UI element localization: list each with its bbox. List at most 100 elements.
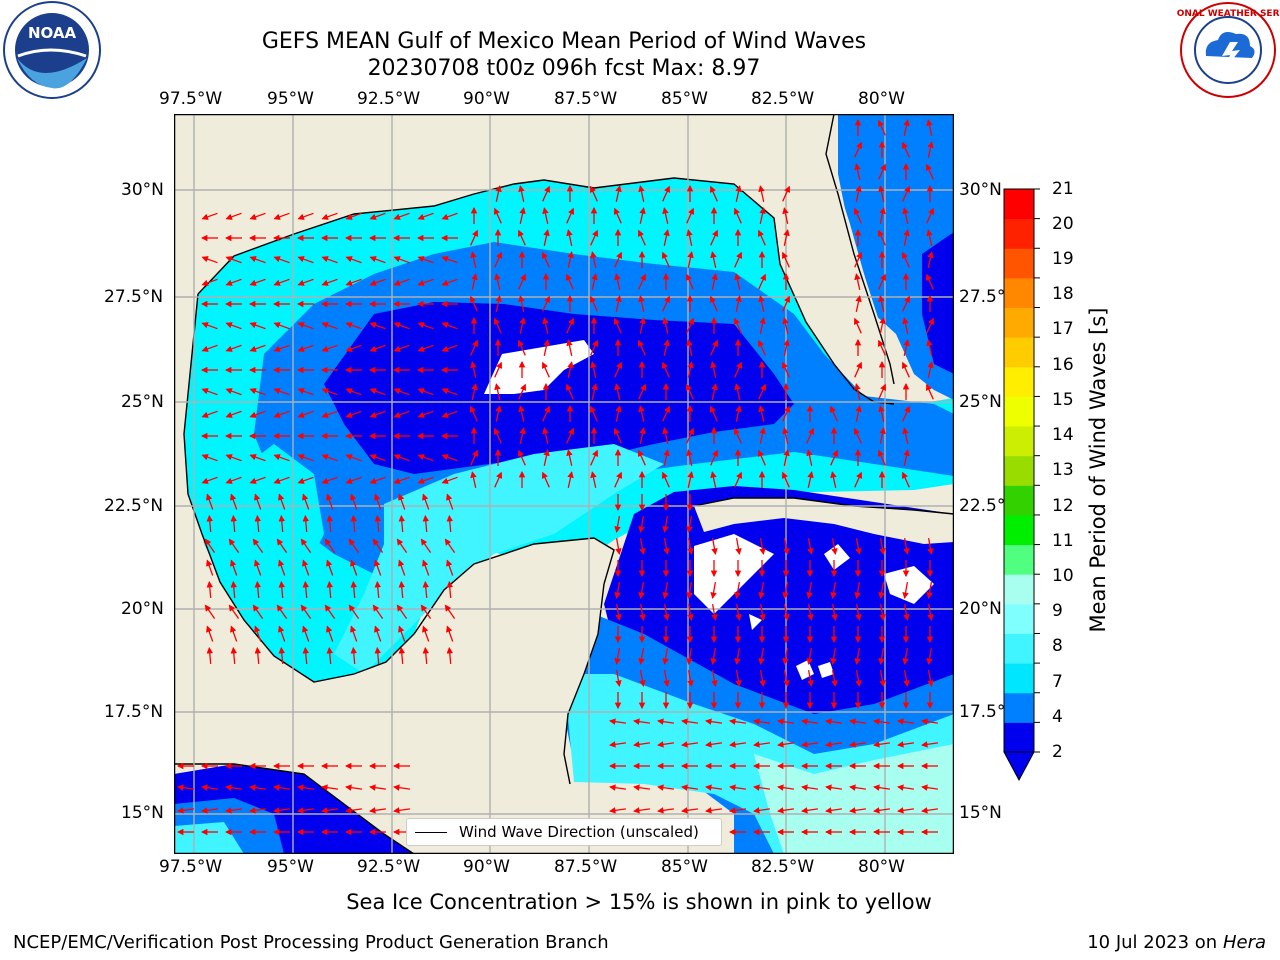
wind-wave-arrow bbox=[734, 647, 741, 665]
wind-wave-arrow bbox=[276, 604, 288, 619]
lon-label-bottom: 92.5°W bbox=[357, 857, 421, 877]
wind-wave-arrow bbox=[417, 388, 434, 396]
wind-wave-arrow bbox=[441, 410, 458, 418]
wind-wave-arrow bbox=[807, 537, 814, 555]
wind-wave-arrow bbox=[711, 537, 718, 555]
wind-wave-arrow bbox=[613, 427, 622, 444]
wind-wave-arrow bbox=[661, 251, 670, 268]
wind-wave-arrow bbox=[854, 581, 861, 599]
map-frame bbox=[174, 114, 954, 854]
wind-wave-arrow bbox=[927, 669, 934, 687]
wind-wave-arrow bbox=[518, 383, 527, 400]
wind-wave-arrow bbox=[903, 339, 910, 356]
wind-wave-arrow bbox=[302, 559, 310, 576]
wind-wave-arrow bbox=[681, 741, 698, 748]
wind-wave-arrow bbox=[469, 295, 478, 312]
wind-wave-arrow bbox=[321, 476, 338, 484]
wind-wave-arrow bbox=[321, 344, 338, 352]
wind-wave-arrow bbox=[470, 251, 477, 268]
wind-wave-arrow bbox=[177, 784, 194, 791]
wind-wave-arrow bbox=[369, 256, 386, 264]
wind-wave-arrow bbox=[609, 741, 626, 748]
wind-wave-arrow bbox=[300, 604, 312, 619]
wind-wave-arrow bbox=[225, 388, 242, 396]
wind-wave-arrow bbox=[249, 278, 266, 286]
wind-wave-arrow bbox=[441, 344, 458, 352]
wind-wave-arrow bbox=[753, 807, 770, 814]
wind-wave-arrow bbox=[783, 229, 790, 246]
wind-wave-arrow bbox=[345, 410, 362, 418]
wind-wave-arrow bbox=[518, 185, 525, 202]
wind-wave-arrow bbox=[590, 361, 597, 378]
wind-wave-arrow bbox=[638, 185, 645, 202]
wind-wave-arrow bbox=[710, 251, 717, 268]
wind-wave-arrow bbox=[493, 427, 502, 444]
wind-wave-arrow bbox=[801, 741, 818, 748]
wind-wave-arrow bbox=[321, 256, 338, 264]
wind-wave-arrow bbox=[613, 317, 622, 334]
wind-wave-arrow bbox=[686, 647, 693, 665]
wind-wave-arrow bbox=[902, 185, 911, 202]
wind-wave-arrow bbox=[420, 538, 432, 553]
wind-wave-arrow bbox=[729, 784, 746, 791]
wind-wave-arrow bbox=[662, 405, 671, 422]
wind-wave-arrow bbox=[372, 538, 384, 553]
wind-wave-arrow bbox=[302, 580, 310, 599]
wind-wave-arrow bbox=[297, 807, 314, 814]
wind-wave-arrow bbox=[249, 410, 266, 418]
wind-wave-arrow bbox=[273, 212, 290, 220]
wind-wave-arrow bbox=[369, 322, 386, 330]
wind-wave-arrow bbox=[446, 559, 454, 576]
wind-wave-arrow bbox=[639, 669, 646, 687]
wind-wave-arrow bbox=[225, 278, 242, 286]
wind-wave-arrow bbox=[566, 427, 575, 444]
wind-wave-arrow bbox=[230, 646, 238, 665]
colorbar-block bbox=[1004, 277, 1034, 309]
wind-wave-arrow bbox=[302, 493, 310, 510]
wind-wave-arrow bbox=[350, 625, 358, 642]
wind-wave-arrow bbox=[345, 784, 362, 791]
wind-wave-arrow bbox=[921, 807, 938, 814]
colorbar-block bbox=[1004, 603, 1034, 634]
wind-wave-arrow bbox=[590, 449, 599, 466]
wind-wave-arrow bbox=[230, 514, 238, 533]
lon-label-top: 85°W bbox=[661, 89, 708, 109]
wind-wave-arrow bbox=[783, 339, 790, 356]
colorbar-block bbox=[1004, 426, 1034, 457]
wind-wave-arrow bbox=[685, 273, 694, 290]
wind-wave-arrow bbox=[830, 647, 837, 665]
wind-wave-arrow bbox=[801, 784, 818, 791]
wind-wave-arrow bbox=[897, 718, 914, 725]
chart-title: GEFS MEAN Gulf of Mexico Mean Period of … bbox=[261, 29, 867, 54]
wind-wave-arrow bbox=[372, 604, 384, 619]
wind-wave-arrow bbox=[639, 317, 646, 334]
wind-wave-arrow bbox=[201, 344, 218, 352]
wind-wave-arrow bbox=[444, 538, 456, 553]
wind-wave-arrow bbox=[297, 212, 314, 220]
wind-wave-arrow bbox=[806, 581, 813, 599]
wind-wave-arrow bbox=[686, 449, 693, 466]
wind-wave-arrow bbox=[657, 807, 674, 814]
wind-wave-arrow bbox=[825, 741, 842, 748]
wind-wave-arrow bbox=[369, 410, 386, 418]
wind-wave-arrow bbox=[225, 322, 242, 330]
wind-wave-arrow bbox=[369, 344, 386, 352]
lon-label-top: 95°W bbox=[267, 89, 314, 109]
wind-wave-arrow bbox=[615, 669, 622, 687]
wind-wave-arrow bbox=[201, 278, 218, 286]
wind-wave-arrow bbox=[855, 603, 862, 621]
wind-wave-arrow bbox=[369, 278, 386, 286]
wind-wave-arrow bbox=[855, 405, 862, 422]
wind-wave-arrow bbox=[615, 185, 622, 202]
lat-label-left: 17.5°N bbox=[104, 702, 164, 722]
wind-wave-arrow bbox=[345, 476, 362, 484]
wind-wave-arrow bbox=[230, 580, 238, 599]
wind-wave-arrow bbox=[729, 807, 746, 814]
wind-wave-arrow bbox=[854, 163, 861, 180]
wind-wave-arrow bbox=[471, 273, 478, 290]
wind-wave-arrow bbox=[927, 603, 934, 621]
wind-wave-arrow bbox=[710, 581, 717, 599]
wind-wave-arrow bbox=[249, 256, 266, 264]
wind-wave-arrow bbox=[830, 449, 839, 466]
wind-wave-arrow bbox=[735, 669, 742, 687]
